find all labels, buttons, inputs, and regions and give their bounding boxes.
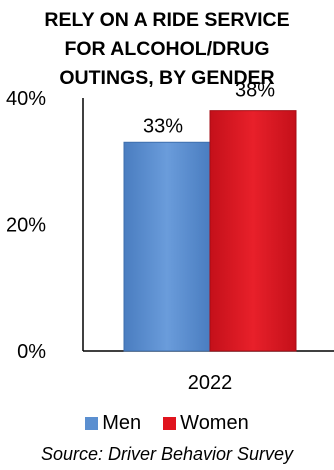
- legend: Men Women: [0, 412, 334, 435]
- bar-women: [209, 110, 297, 352]
- chart-title-line-3: OUTINGS, BY GENDER: [59, 67, 275, 89]
- y-tick-label: 40%: [6, 88, 46, 110]
- legend-label-women: Women: [180, 412, 249, 434]
- chart-title-line-1: RELY ON A RIDE SERVICE: [44, 9, 290, 31]
- chart-title-line-2: FOR ALCOHOL/DRUG: [64, 38, 270, 60]
- legend-swatch-women: [163, 417, 177, 430]
- legend-swatch-men: [85, 417, 99, 430]
- legend-item-women: Women: [163, 412, 249, 435]
- x-category-label: 2022: [188, 372, 233, 394]
- y-tick-label: 0%: [17, 341, 46, 363]
- chart-title: RELY ON A RIDE SERVICE FOR ALCOHOL/DRUG …: [0, 6, 334, 93]
- legend-label-men: Men: [102, 412, 142, 434]
- legend-item-men: Men: [85, 412, 141, 435]
- y-tick-label: 20%: [6, 215, 46, 237]
- data-label-men: 33%: [143, 115, 183, 137]
- data-label-women: 38%: [235, 80, 275, 102]
- bar-men: [123, 141, 211, 352]
- source-note: Source: Driver Behavior Survey: [40, 444, 294, 464]
